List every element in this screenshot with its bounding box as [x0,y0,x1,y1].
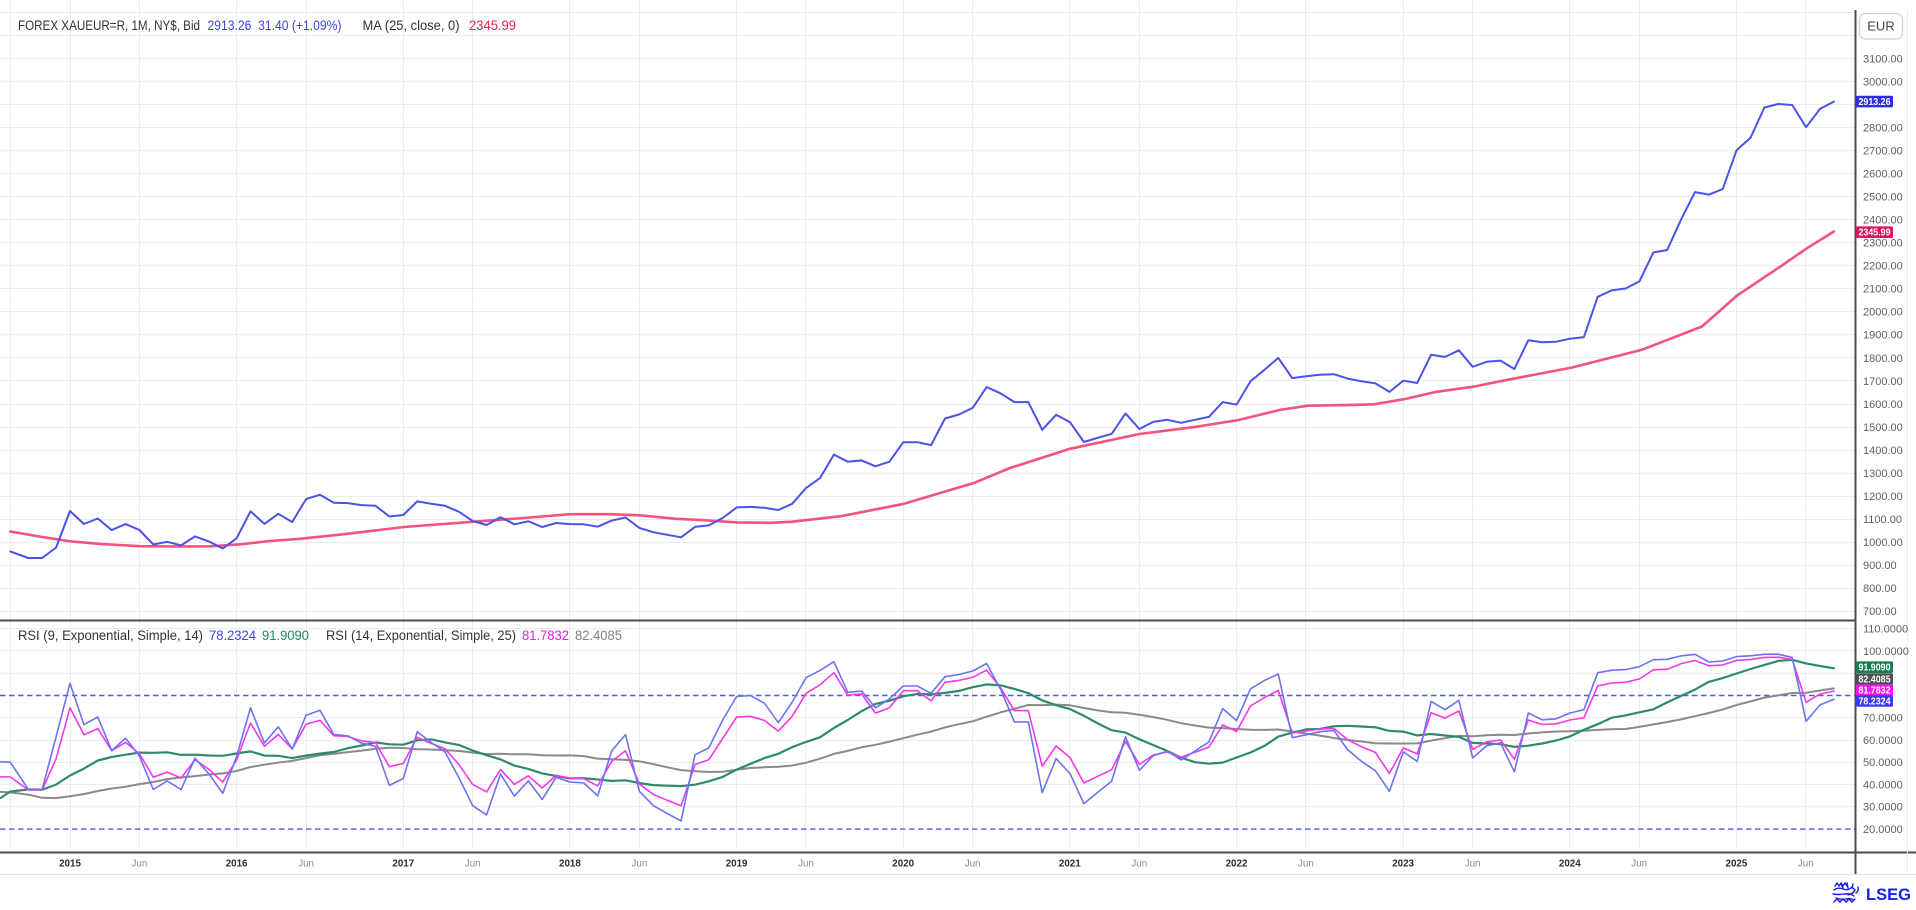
svg-text:2913.26: 2913.26 [1859,97,1891,108]
svg-text:1700.00: 1700.00 [1863,376,1903,388]
svg-text:2018: 2018 [559,859,581,870]
svg-text:40.0000: 40.0000 [1863,779,1903,791]
svg-text:1600.00: 1600.00 [1863,399,1903,411]
svg-text:RSI (14, Exponential, Simple,: RSI (14, Exponential, Simple, 25) [326,628,516,643]
svg-text:2400.00: 2400.00 [1863,215,1903,227]
svg-text:2025: 2025 [1726,859,1748,870]
svg-text:78.2324: 78.2324 [209,628,256,643]
svg-text:800.00: 800.00 [1863,583,1897,595]
svg-text:1300.00: 1300.00 [1863,468,1903,480]
svg-text:2500.00: 2500.00 [1863,192,1903,204]
svg-text:82.4085: 82.4085 [575,628,622,643]
svg-text:2345.99: 2345.99 [469,18,516,33]
svg-text:2019: 2019 [726,859,748,870]
svg-text:EUR: EUR [1867,19,1894,34]
svg-text:81.7832: 81.7832 [1859,686,1891,697]
svg-text:2300.00: 2300.00 [1863,238,1903,250]
svg-text:91.9090: 91.9090 [1859,663,1891,674]
svg-text:1200.00: 1200.00 [1863,491,1903,503]
svg-text:2913.26 31.40 (+1.09%): 2913.26 31.40 (+1.09%) [208,18,342,33]
svg-text:91.9090: 91.9090 [262,628,309,643]
svg-text:78.2324: 78.2324 [1859,696,1891,707]
svg-text:2800.00: 2800.00 [1863,123,1903,135]
svg-text:2700.00: 2700.00 [1863,146,1903,158]
svg-text:2345.99: 2345.99 [1859,228,1891,239]
svg-text:2100.00: 2100.00 [1863,284,1903,296]
svg-text:2200.00: 2200.00 [1863,261,1903,273]
svg-text:Jun: Jun [1298,859,1314,870]
svg-text:110.0000: 110.0000 [1863,624,1908,636]
svg-text:1400.00: 1400.00 [1863,445,1903,457]
svg-text:2000.00: 2000.00 [1863,307,1903,319]
svg-text:60.0000: 60.0000 [1863,735,1903,747]
svg-text:2015: 2015 [59,859,81,870]
svg-text:2016: 2016 [226,859,248,870]
svg-text:Jun: Jun [632,859,648,870]
svg-text:3100.00: 3100.00 [1863,53,1903,65]
svg-text:MA (25, close, 0): MA (25, close, 0) [363,18,460,33]
svg-text:70.0000: 70.0000 [1863,713,1903,725]
svg-text:81.7832: 81.7832 [522,628,569,643]
svg-text:1100.00: 1100.00 [1863,514,1902,526]
svg-text:2020: 2020 [892,859,914,870]
svg-text:Jun: Jun [1631,859,1647,870]
svg-text:2023: 2023 [1392,859,1414,870]
svg-text:1800.00: 1800.00 [1863,353,1903,365]
svg-text:LSEG: LSEG [1866,886,1911,904]
svg-text:1000.00: 1000.00 [1863,537,1903,549]
svg-text:Jun: Jun [465,859,481,870]
svg-text:20.0000: 20.0000 [1863,824,1903,836]
svg-text:2021: 2021 [1059,859,1081,870]
svg-text:100.0000: 100.0000 [1863,646,1909,658]
svg-text:2024: 2024 [1559,859,1581,870]
svg-text:Jun: Jun [298,859,314,870]
svg-text:30.0000: 30.0000 [1863,802,1903,814]
svg-text:82.4085: 82.4085 [1859,674,1891,685]
svg-text:2017: 2017 [392,859,414,870]
svg-text:1500.00: 1500.00 [1863,422,1903,434]
svg-text:FOREX XAUEUR=R, 1M, NY$, Bid: FOREX XAUEUR=R, 1M, NY$, Bid [18,18,200,33]
svg-text:2600.00: 2600.00 [1863,169,1903,181]
svg-text:Jun: Jun [965,859,981,870]
svg-text:Jun: Jun [1798,859,1814,870]
svg-text:50.0000: 50.0000 [1863,757,1903,769]
svg-text:Jun: Jun [1465,859,1481,870]
svg-text:Jun: Jun [1131,859,1147,870]
svg-text:700.00: 700.00 [1863,606,1897,618]
svg-text:2022: 2022 [1226,859,1248,870]
svg-text:RSI (9, Exponential, Simple, 1: RSI (9, Exponential, Simple, 14) [18,628,203,643]
svg-text:900.00: 900.00 [1863,560,1897,572]
svg-text:1900.00: 1900.00 [1863,330,1903,342]
svg-text:3000.00: 3000.00 [1863,76,1903,88]
svg-text:Jun: Jun [132,859,148,870]
svg-text:Jun: Jun [798,859,814,870]
